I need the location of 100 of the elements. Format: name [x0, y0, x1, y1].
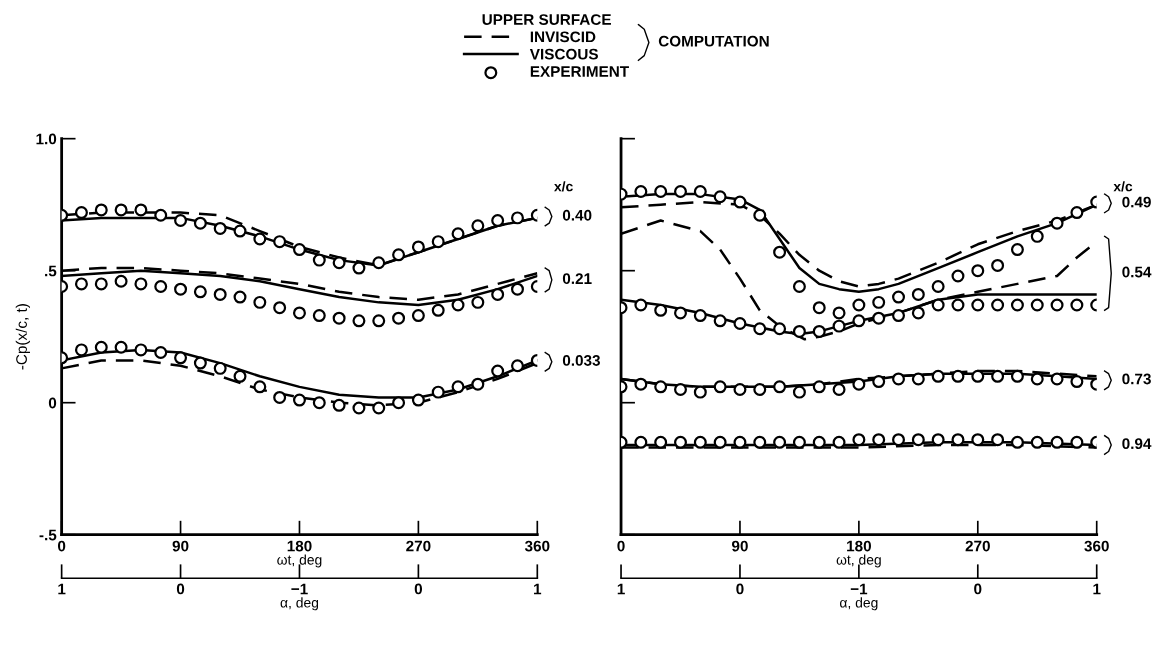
point	[832, 383, 846, 396]
point	[654, 184, 668, 198]
point	[951, 269, 965, 283]
point	[411, 393, 425, 407]
point	[253, 295, 267, 309]
point	[852, 314, 866, 328]
point	[971, 369, 985, 383]
point	[312, 253, 326, 267]
point	[634, 377, 648, 391]
point	[372, 256, 386, 270]
text: COMPUTATION	[658, 35, 769, 47]
point	[114, 340, 128, 354]
point	[471, 295, 485, 309]
text: 1	[58, 583, 66, 595]
point	[174, 351, 188, 365]
point	[352, 261, 366, 275]
point	[471, 219, 485, 233]
point	[753, 322, 767, 336]
point	[273, 390, 287, 404]
point	[951, 369, 965, 383]
point	[971, 433, 985, 447]
legend-label: EXPERIMENT	[530, 66, 629, 77]
point	[352, 401, 366, 415]
point	[273, 235, 287, 249]
point	[733, 317, 747, 330]
point	[392, 396, 406, 410]
point	[312, 396, 326, 410]
point	[931, 433, 945, 447]
point	[332, 256, 346, 270]
point	[213, 361, 227, 375]
point	[852, 433, 866, 447]
point	[832, 306, 846, 320]
text: 0	[176, 583, 185, 595]
point	[872, 433, 886, 447]
point	[634, 184, 648, 198]
point	[693, 435, 707, 449]
point	[792, 435, 806, 449]
x-tick-label: 0	[617, 540, 625, 552]
text: 0.94	[1122, 438, 1152, 450]
point	[832, 319, 846, 333]
point	[292, 306, 306, 320]
point	[693, 385, 707, 399]
point	[971, 264, 985, 278]
point	[233, 369, 247, 383]
point	[332, 398, 346, 412]
text: 0	[414, 583, 423, 595]
point	[94, 203, 108, 217]
point	[654, 380, 668, 394]
point	[451, 380, 465, 394]
text: 0.49	[1122, 196, 1151, 208]
point	[911, 372, 925, 386]
point	[1010, 298, 1024, 312]
y-tick-label: 1.0	[36, 133, 57, 145]
point	[292, 393, 306, 407]
point	[892, 309, 905, 323]
point	[654, 303, 668, 317]
point	[1070, 298, 1084, 312]
point	[154, 280, 168, 294]
point	[654, 435, 668, 449]
text: 1	[534, 583, 542, 595]
text: 1	[617, 583, 625, 595]
point	[991, 433, 1005, 447]
legend-label: INVISCID	[530, 31, 596, 43]
point	[1010, 435, 1024, 449]
x-tick-label: 90	[172, 540, 189, 552]
point	[1010, 369, 1024, 383]
text: 1	[1093, 583, 1101, 595]
point	[634, 298, 648, 312]
point	[392, 248, 406, 262]
point	[812, 380, 826, 394]
point	[753, 435, 767, 449]
point	[971, 298, 985, 312]
point	[792, 324, 806, 338]
point	[931, 369, 945, 383]
x-tick-label: 180	[847, 540, 871, 552]
point	[812, 324, 826, 338]
point	[431, 235, 445, 249]
point	[451, 227, 465, 241]
text: 0.21	[562, 273, 592, 285]
text: −1	[291, 583, 308, 595]
point	[792, 385, 806, 399]
point	[951, 433, 965, 447]
y-tick-label: .5	[45, 265, 57, 277]
point	[713, 190, 727, 204]
point	[352, 314, 366, 328]
point	[911, 287, 925, 301]
text: 0.40	[562, 209, 592, 221]
point	[372, 401, 386, 415]
point	[991, 258, 1005, 272]
point	[431, 303, 445, 317]
text: −1	[850, 583, 868, 595]
x-tick-label: 360	[524, 540, 550, 552]
point	[1050, 372, 1064, 386]
point	[451, 298, 465, 312]
point	[1030, 435, 1044, 449]
point	[753, 208, 767, 222]
point	[74, 277, 88, 291]
point	[392, 311, 406, 325]
point	[471, 377, 485, 391]
point	[273, 301, 287, 315]
